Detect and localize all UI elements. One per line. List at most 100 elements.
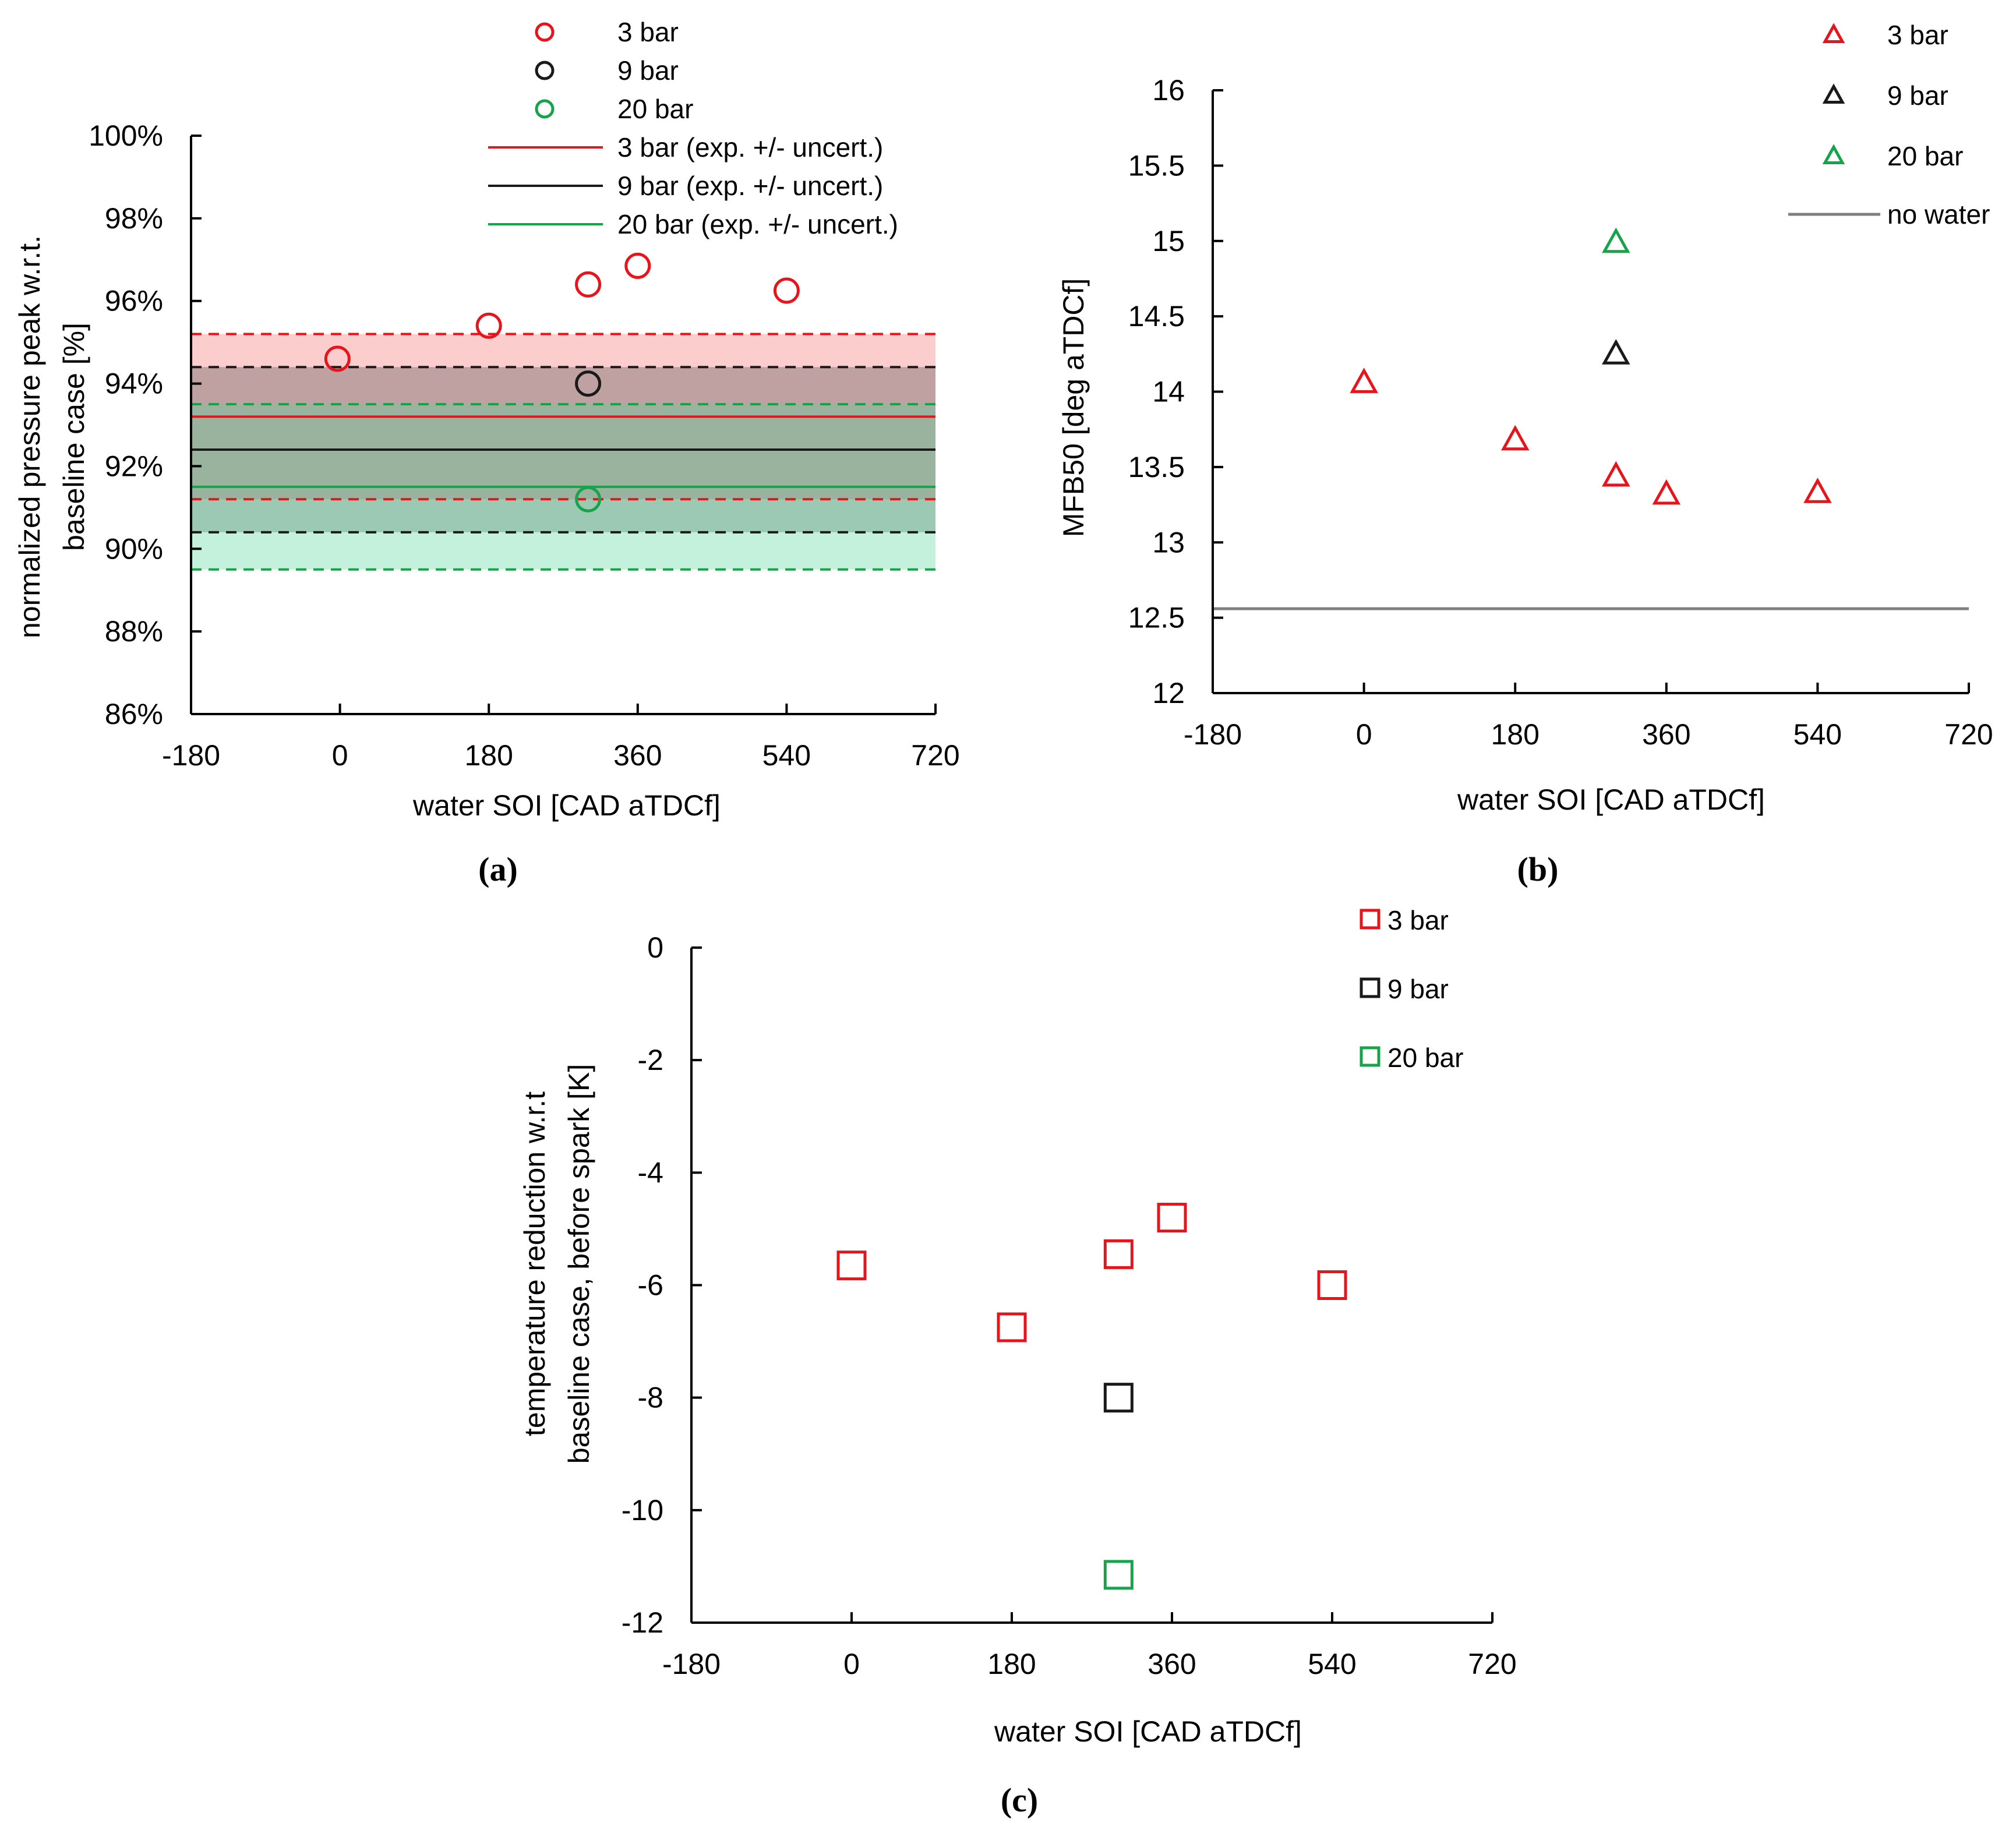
chart-b-x-label: water SOI [CAD aTDCf]: [1457, 783, 1765, 816]
chart-b-legend: 3 bar 9 bar 20 bar no water: [1788, 20, 1990, 229]
chart-c-point-3-bar: [1103, 1239, 1134, 1269]
chart-c-legend-marker: [1360, 909, 1381, 930]
chart-b-x-tick-label: 0: [1356, 718, 1372, 751]
chart-c-x-tick-label: 720: [1468, 1648, 1516, 1680]
chart-b-x-tick-label: -180: [1184, 718, 1242, 751]
chart-a-y-tick-label: 88%: [105, 615, 163, 648]
chart-c-caption: (c): [1001, 1781, 1038, 1819]
chart-c-legend-marker: [1360, 1046, 1381, 1067]
chart-c-point-9-bar: [1103, 1383, 1134, 1413]
chart-a-point-3-bar: [773, 277, 800, 304]
chart-a-legend-label: 9 bar (exp. +/- uncert.): [617, 171, 883, 201]
chart-b-point-9-bar: [1602, 339, 1630, 365]
chart-a-legend: 3 bar 9 bar 20 bar 3 bar (exp. +/- uncert.)…: [488, 17, 898, 239]
chart-b-caption: (b): [1517, 850, 1559, 888]
chart-a-legend-marker: [535, 22, 555, 42]
chart-b-axes: 12 12.5 13 13.5 14 14.5 15 15.5 16 -180 0 180 360 540…: [1128, 74, 1993, 751]
chart-a-y-tick-label: 86%: [105, 698, 163, 730]
chart-a-x-tick-label: 0: [332, 739, 348, 772]
chart-a: 86% 88% 90% 92% 94% 96% 98% 100% -180 0 180 360 540 7…: [13, 17, 960, 888]
chart-a-y-tick-label: 100%: [89, 119, 163, 152]
chart-a-legend-marker: [535, 61, 555, 80]
chart-b-legend-label: 20 bar: [1887, 141, 1963, 171]
chart-c-point-3-bar: [1157, 1203, 1187, 1233]
chart-b-y-tick-label: 12: [1152, 677, 1185, 709]
chart-b-point-3-bar: [1652, 479, 1681, 505]
chart-a-x-label: water SOI [CAD aTDCf]: [412, 789, 721, 822]
chart-c-y-tick-label: -4: [638, 1156, 663, 1189]
chart-b-legend-label: no water: [1887, 199, 1990, 229]
chart-c-y-tick-label: -6: [638, 1269, 663, 1302]
chart-b-point-3-bar: [1602, 461, 1630, 487]
chart-a-x-tick-label: 540: [762, 739, 811, 772]
chart-b-y-tick-label: 14.5: [1128, 300, 1185, 333]
chart-c-y-tick-label: -8: [638, 1382, 663, 1414]
chart-a-y-tick-label: 90%: [105, 532, 163, 565]
chart-b-y-tick-label: 13.5: [1128, 451, 1185, 483]
chart-c-points: [836, 1203, 1347, 1590]
chart-c-y-label-line2: baseline case, before spark [K]: [563, 1064, 595, 1464]
chart-b-y-label: MFB50 [deg aTDCf]: [1057, 278, 1090, 538]
chart-b-legend-marker: [1822, 83, 1845, 104]
chart-c-x-tick-label: -180: [662, 1648, 721, 1680]
chart-c-point-3-bar: [836, 1250, 867, 1281]
chart-b-y-tick-label: 14: [1152, 376, 1185, 408]
chart-a-points: [324, 252, 800, 513]
chart-b-x-tick-label: 540: [1793, 718, 1842, 751]
chart-a-point-3-bar: [624, 252, 651, 279]
chart-a-y-label-line2: baseline case [%]: [58, 323, 90, 551]
chart-a-legend-label: 20 bar (exp. +/- uncert.): [617, 209, 898, 239]
chart-a-point-20-bar: [575, 486, 602, 513]
chart-a-legend-marker: [535, 99, 555, 119]
chart-c-x-tick-label: 360: [1148, 1648, 1196, 1680]
chart-c-y-label-line1: temperature reduction w.r.t: [518, 1091, 551, 1436]
chart-c-legend-marker: [1360, 977, 1381, 998]
chart-b-y-tick-label: 15: [1152, 225, 1185, 257]
chart-c-legend-label: 9 bar: [1387, 974, 1449, 1004]
chart-c-x-label: water SOI [CAD aTDCf]: [994, 1715, 1302, 1748]
chart-b-y-tick-label: 13: [1152, 526, 1185, 559]
chart-a-y-tick-label: 96%: [105, 285, 163, 317]
chart-b-point-3-bar: [1803, 478, 1832, 503]
chart-c-y-tick-label: 0: [647, 931, 663, 964]
chart-b-point-20-bar: [1602, 227, 1630, 253]
chart-c-axes: -12 -10 -8 -6 -4 -2 0 -180 0 180 360 540 720: [622, 931, 1517, 1680]
chart-c-x-tick-label: 0: [843, 1648, 860, 1680]
chart-b-legend-label: 3 bar: [1887, 20, 1948, 50]
chart-a-point-3-bar: [324, 345, 351, 372]
chart-b-legend-label: 9 bar: [1887, 80, 1948, 111]
chart-b-legend-marker: [1822, 144, 1845, 164]
chart-c: -12 -10 -8 -6 -4 -2 0 -180 0 180 360 540 720 water S…: [518, 905, 1517, 1819]
chart-a-x-tick-label: 360: [613, 739, 662, 772]
chart-a-point-9-bar: [575, 370, 602, 397]
chart-a-legend-label: 3 bar (exp. +/- uncert.): [617, 132, 883, 162]
chart-b-y-tick-label: 15.5: [1128, 149, 1185, 182]
chart-c-point-20-bar: [1103, 1560, 1134, 1590]
chart-b-x-tick-label: 720: [1944, 718, 1993, 751]
chart-a-point-3-bar: [475, 312, 502, 339]
chart-b-points: [1350, 227, 1832, 505]
chart-a-point-3-bar: [575, 271, 602, 298]
chart-a-legend-label: 3 bar: [617, 17, 679, 47]
chart-c-legend-label: 20 bar: [1387, 1043, 1463, 1073]
chart-a-legend-label: 9 bar: [617, 55, 679, 86]
chart-a-caption: (a): [478, 850, 518, 888]
chart-a-bands: [191, 333, 935, 571]
chart-c-x-tick-label: 540: [1308, 1648, 1356, 1680]
chart-b-point-3-bar: [1350, 368, 1378, 393]
chart-b-point-3-bar: [1500, 425, 1530, 451]
chart-c-point-3-bar: [1317, 1270, 1347, 1300]
chart-b-x-tick-label: 360: [1642, 718, 1690, 751]
chart-b-legend-marker: [1822, 23, 1845, 43]
chart-c-y-tick-label: -12: [622, 1606, 663, 1639]
chart-a-x-tick-label: 720: [911, 739, 959, 772]
chart-c-legend: 3 bar 9 bar 20 bar: [1360, 905, 1463, 1073]
chart-c-y-tick-label: -10: [622, 1494, 663, 1527]
chart-b-x-tick-label: 180: [1491, 718, 1539, 751]
chart-a-legend-label: 20 bar: [617, 94, 693, 124]
chart-b: 12 12.5 13 13.5 14 14.5 15 15.5 16 -180 0 180 360 540…: [1057, 20, 1993, 888]
chart-b-y-tick-label: 16: [1152, 74, 1185, 107]
chart-a-y-tick-label: 92%: [105, 450, 163, 482]
chart-c-y-tick-label: -2: [638, 1044, 663, 1076]
